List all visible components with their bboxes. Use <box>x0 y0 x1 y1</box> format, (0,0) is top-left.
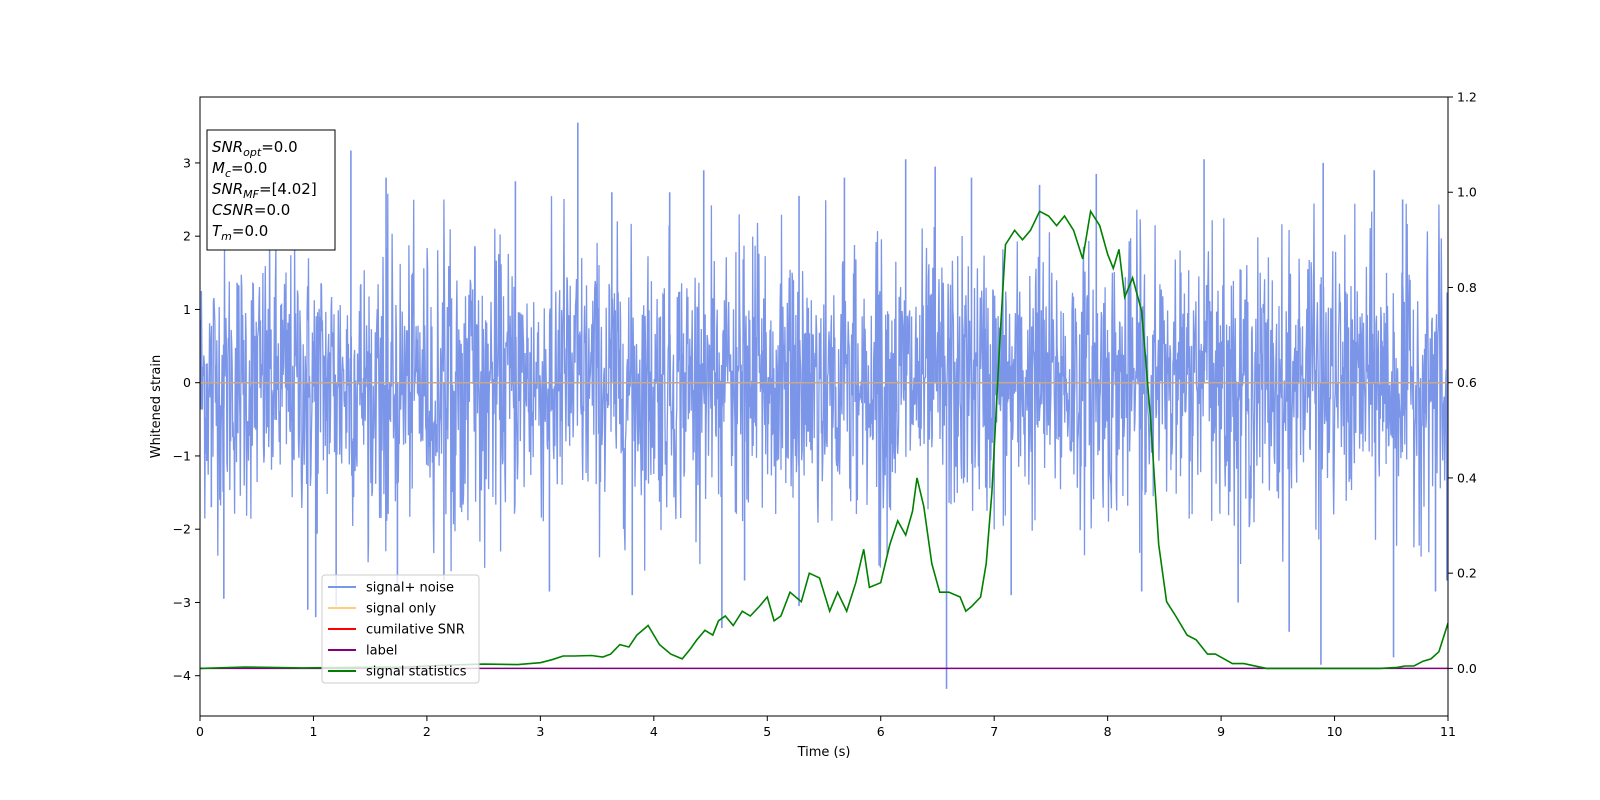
noise-series <box>200 122 1448 689</box>
y2-tick-label: 0.0 <box>1457 661 1477 676</box>
y-tick-label: 3 <box>183 155 191 170</box>
y2-tick-label: 0.6 <box>1457 375 1477 390</box>
stats-line: SNRMF=[4.02] <box>212 180 317 201</box>
y-tick-label: −2 <box>173 522 191 537</box>
y-tick-label: 0 <box>183 375 191 390</box>
x-tick-label: 3 <box>536 724 544 739</box>
x-tick-label: 0 <box>196 724 204 739</box>
x-tick-label: 11 <box>1440 724 1456 739</box>
y2-tick-label: 1.2 <box>1457 90 1477 105</box>
noise-line <box>200 193 1448 572</box>
x-tick-label: 7 <box>990 724 998 739</box>
x-tick-label: 10 <box>1327 724 1343 739</box>
stats-box-frame <box>206 129 336 251</box>
legend-label: signal+ noise <box>366 581 454 596</box>
plot-frame <box>199 96 1449 717</box>
y-tick-label: −3 <box>173 595 191 610</box>
legend-label: signal statistics <box>366 665 467 680</box>
y2-tick-label: 0.8 <box>1457 280 1477 295</box>
legend-label: cumilative SNR <box>366 623 465 638</box>
y-axis-right: 0.0 0.2 0.4 0.6 0.8 1.0 1.2 <box>1448 90 1477 676</box>
legend-label: label <box>366 644 397 659</box>
x-tick-label: 2 <box>423 724 431 739</box>
x-tick-label: 1 <box>309 724 317 739</box>
y-axis-left: −4 −3 −2 −1 0 1 2 3 <box>173 155 200 683</box>
y-tick-label: −1 <box>173 448 191 463</box>
y-tick-label: −4 <box>173 668 191 683</box>
x-tick-label: 8 <box>1104 724 1112 739</box>
x-tick-label: 9 <box>1217 724 1225 739</box>
stats-line: SNRopt=0.0 <box>212 138 298 159</box>
stats-line: CSNR=0.0 <box>212 201 290 219</box>
y-tick-label: 2 <box>183 229 191 244</box>
y2-tick-label: 0.2 <box>1457 566 1477 581</box>
x-tick-label: 4 <box>650 724 658 739</box>
y-tick-label: 1 <box>183 302 191 317</box>
legend-frame <box>321 574 480 684</box>
x-tick-label: 6 <box>877 724 885 739</box>
y-axis-label: Whitened strain <box>149 355 164 458</box>
x-axis: 0 1 2 3 4 5 6 7 8 9 10 11 <box>196 716 1456 739</box>
y2-tick-label: 1.0 <box>1457 185 1477 200</box>
x-axis-label: Time (s) <box>797 745 851 760</box>
stats-line: Mc=0.0 <box>212 159 267 180</box>
y2-tick-label: 0.4 <box>1457 470 1477 485</box>
legend-label: signal only <box>366 602 436 617</box>
signal-statistics-line <box>200 209 1448 670</box>
x-tick-label: 5 <box>763 724 771 739</box>
stats-line: Tm=0.0 <box>212 222 268 243</box>
legend: signal+ noise signal only cumilative SNR la… <box>321 574 480 684</box>
